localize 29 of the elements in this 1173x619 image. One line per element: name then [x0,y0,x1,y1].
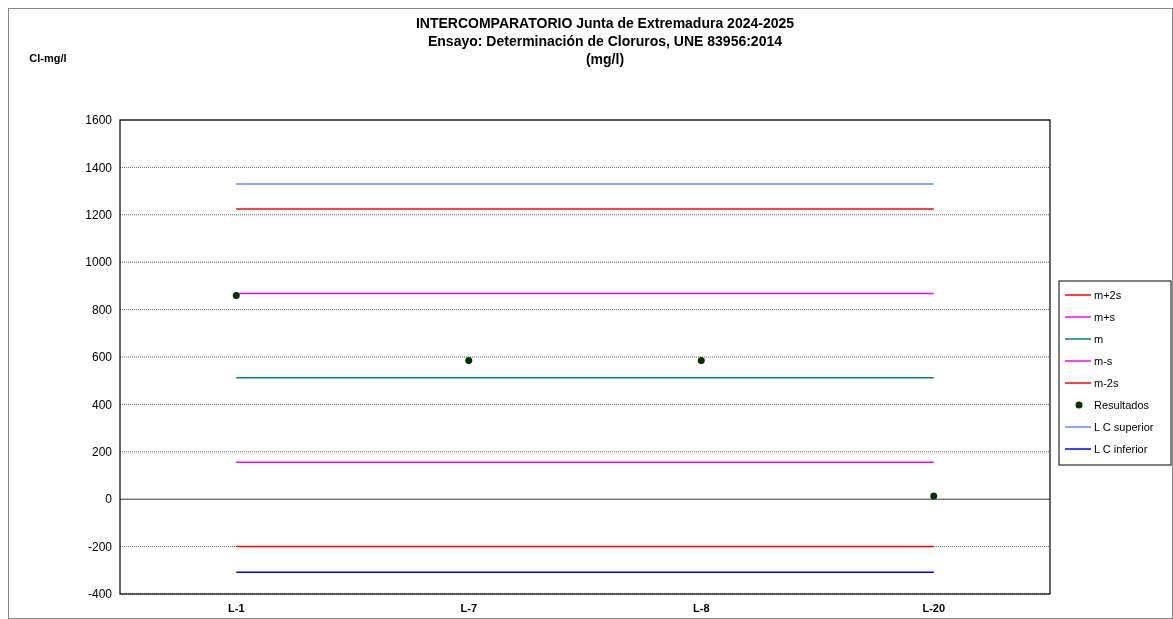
y-tick-label: -400 [87,587,113,602]
y-tick-label: -200 [87,539,113,554]
legend-label: L C superior [1094,420,1154,433]
chart-title: INTERCOMPARATORIO Junta de Extremadura 2024-2025 Ensayo: Determinación de Cloruros, UNE 83956:2014 (mg/l) [415,15,795,67]
y-tick-label: 1400 [85,160,113,175]
y-tick-label: 0 [105,492,113,507]
y-axis-title: Cl-mg/l [29,52,67,64]
point [465,357,473,365]
y-tick-label: 200 [91,445,113,459]
y-tick-label: 1600 [85,113,113,128]
legend-label: m [1094,332,1104,345]
point [930,492,938,500]
y-tick-label: 800 [91,302,113,317]
y-tick-label: 400 [91,397,113,412]
legend-label: L C inferior [1094,442,1148,455]
x-tick-label: L-1 [228,602,245,614]
x-tick-label: L-8 [693,602,710,614]
legend-label: m+2s [1094,288,1122,301]
legend-label: Resultados [1094,398,1150,411]
legend-label: m-s [1094,354,1113,367]
y-tick-label: 600 [91,350,113,365]
legend-label: m+s [1094,310,1116,323]
point [232,291,240,299]
x-tick-label: L-20 [922,602,946,614]
point [697,357,705,365]
legend-label: m-2s [1094,376,1119,389]
y-tick-label: 1200 [85,208,113,222]
x-tick-label: L-7 [460,602,477,614]
y-tick-label: 1000 [85,255,113,270]
